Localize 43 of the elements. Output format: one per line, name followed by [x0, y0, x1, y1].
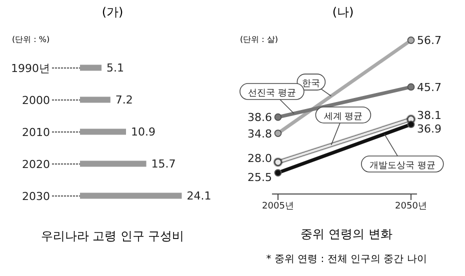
- data-label: 5.1: [106, 62, 124, 75]
- y-tick-label: 2010: [22, 126, 50, 139]
- bar: [80, 96, 110, 103]
- annotation: (단위 : 살): [240, 34, 278, 45]
- data-label: 34.8: [248, 127, 272, 140]
- text: (단위 : %): [12, 34, 50, 45]
- bar: [80, 160, 146, 167]
- point: [274, 169, 282, 176]
- text: * 중위 연령 : 전체 인구의 중간 나이: [265, 253, 428, 266]
- data-label: 10.9: [131, 126, 156, 139]
- data-label: 45.7: [417, 80, 442, 94]
- series-label: 세계 평균: [324, 112, 363, 122]
- point: [274, 158, 282, 166]
- data-label: 38.1: [417, 109, 442, 122]
- chart-title: (나): [331, 4, 355, 21]
- y-tick-label: 2000: [22, 94, 50, 107]
- data-label: 38.6: [248, 111, 272, 124]
- point: [407, 36, 415, 44]
- point: [274, 113, 282, 121]
- point: [274, 130, 282, 137]
- series-label: 선진국 평균: [248, 88, 296, 99]
- data-label: 56.7: [417, 34, 442, 48]
- bar: [80, 192, 182, 199]
- chart-title: (가): [100, 4, 124, 21]
- bar: [80, 128, 126, 135]
- x-tick-label: 2050년: [395, 201, 427, 212]
- bar: [80, 64, 102, 71]
- point: [407, 120, 415, 128]
- data-label: 36.9: [417, 122, 442, 136]
- x-tick-label: 2005년: [262, 201, 294, 212]
- point: [407, 83, 415, 91]
- data-label: 28.0: [248, 152, 272, 166]
- text: 개발도상국 평균: [369, 161, 436, 172]
- x-axis-title: 중위 연령의 변화: [300, 226, 394, 243]
- data-label: 15.7: [151, 158, 176, 171]
- y-tick-label: 2030: [22, 190, 50, 203]
- data-label: 25.5: [248, 170, 272, 184]
- y-tick-label: 1990년: [11, 62, 50, 75]
- data-label: 24.1: [186, 190, 212, 203]
- data-label: 7.2: [115, 94, 133, 107]
- y-tick-label: 2020: [22, 158, 50, 171]
- series-label: 한국: [302, 79, 320, 90]
- x-axis-title: 우리나라 고령 인구 구성비: [40, 228, 186, 245]
